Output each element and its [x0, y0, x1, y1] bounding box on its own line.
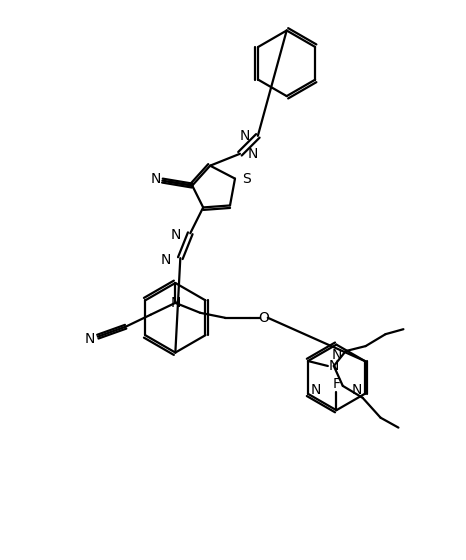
Text: N: N [171, 228, 181, 242]
Text: N: N [85, 332, 95, 346]
Text: N: N [248, 147, 258, 161]
Text: N: N [150, 171, 161, 185]
Text: S: S [242, 171, 251, 185]
Text: N: N [170, 296, 180, 310]
Text: N: N [161, 253, 171, 267]
Text: N: N [240, 129, 250, 143]
Text: N: N [311, 383, 321, 397]
Text: O: O [258, 311, 269, 325]
Text: F: F [332, 377, 340, 391]
Text: N: N [331, 348, 342, 362]
Text: N: N [329, 359, 339, 373]
Text: N: N [352, 383, 362, 397]
